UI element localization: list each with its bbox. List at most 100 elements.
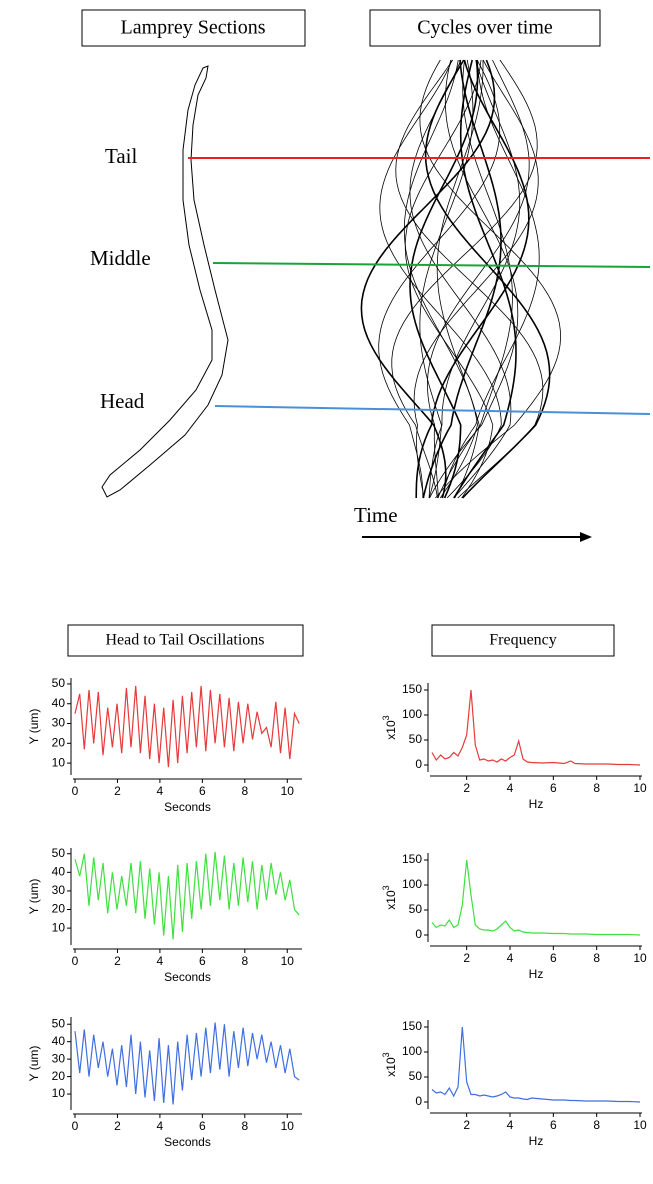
cycle-trace [379, 59, 502, 499]
x-axis-label: Hz [529, 1134, 544, 1148]
x-axis-label: Seconds [164, 970, 211, 984]
x-tick-label: 10 [281, 1119, 295, 1133]
x-tick-label: 10 [281, 784, 295, 798]
y-tick-label: 150 [402, 682, 422, 696]
y-tick-label: 40 [52, 1034, 66, 1048]
y-tick-label: 150 [402, 1019, 422, 1033]
cycle-trace [360, 59, 496, 499]
cycle-trace [428, 59, 521, 499]
y-tick-label: 20 [52, 735, 66, 749]
y-tick-label: 150 [402, 852, 422, 866]
title-box [81, 9, 306, 47]
time-label: Time [354, 503, 398, 527]
y-axis-label: Y (um) [27, 1046, 41, 1082]
y-tick-label: 10 [52, 755, 66, 769]
y-axis-label: x103 [381, 715, 398, 739]
x-axis-label: Hz [529, 967, 544, 981]
cycle-trace [424, 59, 551, 499]
y-axis-label: Y (um) [27, 879, 41, 915]
x-tick-label: 8 [593, 1118, 600, 1132]
y-axis-label-text: Y (um) [27, 709, 41, 745]
x-tick-label: 8 [593, 781, 600, 795]
y-tick-label: 30 [52, 883, 66, 897]
arrow-head [580, 532, 592, 542]
y-tick-label: 100 [402, 877, 422, 891]
series-line [431, 1026, 641, 1103]
x-tick-label: 8 [241, 784, 248, 798]
left-title: Lamprey Sections [121, 17, 266, 39]
cycle-trace [441, 59, 540, 499]
x-axis-label: Seconds [164, 1135, 211, 1149]
y-axis-label: x103 [381, 1052, 398, 1076]
y-tick-label: 10 [52, 920, 66, 934]
y-axis-label-text: Y (um) [27, 1046, 41, 1082]
y-axis-label-text: Y (um) [27, 879, 41, 915]
title-box [431, 624, 615, 657]
cycle-trace [409, 59, 512, 499]
y-tick-label: 20 [52, 1069, 66, 1083]
x-tick-label: 6 [199, 1119, 206, 1133]
middle-line [212, 262, 651, 268]
x-tick-label: 2 [463, 951, 470, 965]
y-axis-label-exponent: 3 [381, 885, 391, 890]
x-tick-label: 4 [157, 784, 164, 798]
series-line [74, 851, 300, 940]
section-label: Head [100, 389, 145, 413]
x-tick-label: 2 [463, 781, 470, 795]
x-tick-label: 6 [550, 1118, 557, 1132]
x-tick-label: 4 [157, 1119, 164, 1133]
cycle-trace [413, 59, 539, 499]
cycle-traces [360, 59, 562, 499]
y-tick-label: 100 [402, 707, 422, 721]
x-tick-label: 0 [72, 784, 79, 798]
x-tick-label: 6 [550, 951, 557, 965]
y-axis-label-exponent: 3 [381, 715, 391, 720]
y-axis-label-text: x10 [384, 890, 398, 910]
section-label: Tail [105, 144, 138, 168]
y-tick-label: 50 [52, 1016, 66, 1030]
x-tick-label: 2 [114, 784, 121, 798]
series-line [74, 685, 300, 768]
x-tick-label: 8 [593, 951, 600, 965]
cycle-trace [419, 59, 474, 499]
x-tick-label: 8 [241, 954, 248, 968]
y-tick-label: 50 [409, 1069, 423, 1083]
y-tick-label: 50 [409, 732, 423, 746]
x-tick-label: 4 [157, 954, 164, 968]
y-axis-label: Y (um) [27, 709, 41, 745]
y-axis-label: x103 [381, 885, 398, 909]
x-tick-label: 4 [507, 781, 514, 795]
x-tick-label: 2 [114, 1119, 121, 1133]
y-tick-label: 30 [52, 716, 66, 730]
cycle-trace [436, 60, 484, 499]
y-tick-label: 100 [402, 1044, 422, 1058]
head-line [214, 405, 651, 415]
y-tick-label: 50 [409, 902, 423, 916]
cycle-trace [429, 59, 519, 499]
x-tick-label: 10 [281, 954, 295, 968]
cycle-trace [453, 59, 517, 499]
y-tick-label: 50 [52, 676, 66, 690]
y-axis-label-text: x10 [384, 720, 398, 740]
x-tick-label: 0 [72, 954, 79, 968]
cycle-trace [415, 59, 530, 499]
x-axis-label: Hz [529, 797, 544, 811]
y-tick-label: 10 [52, 1086, 66, 1100]
cycle-trace [395, 59, 544, 499]
x-tick-label: 4 [507, 1118, 514, 1132]
x-tick-label: 10 [633, 1118, 647, 1132]
series-line [74, 1022, 300, 1105]
y-tick-label: 30 [52, 1051, 66, 1065]
cycle-trace [422, 59, 502, 499]
x-tick-label: 6 [199, 784, 206, 798]
y-tick-label: 40 [52, 696, 66, 710]
y-axis-label-exponent: 3 [381, 1052, 391, 1057]
x-tick-label: 8 [241, 1119, 248, 1133]
cycle-trace [426, 59, 530, 499]
x-axis-label: Seconds [164, 800, 211, 814]
section-label: Middle [90, 246, 151, 270]
series-line [431, 689, 641, 766]
x-tick-label: 2 [114, 954, 121, 968]
